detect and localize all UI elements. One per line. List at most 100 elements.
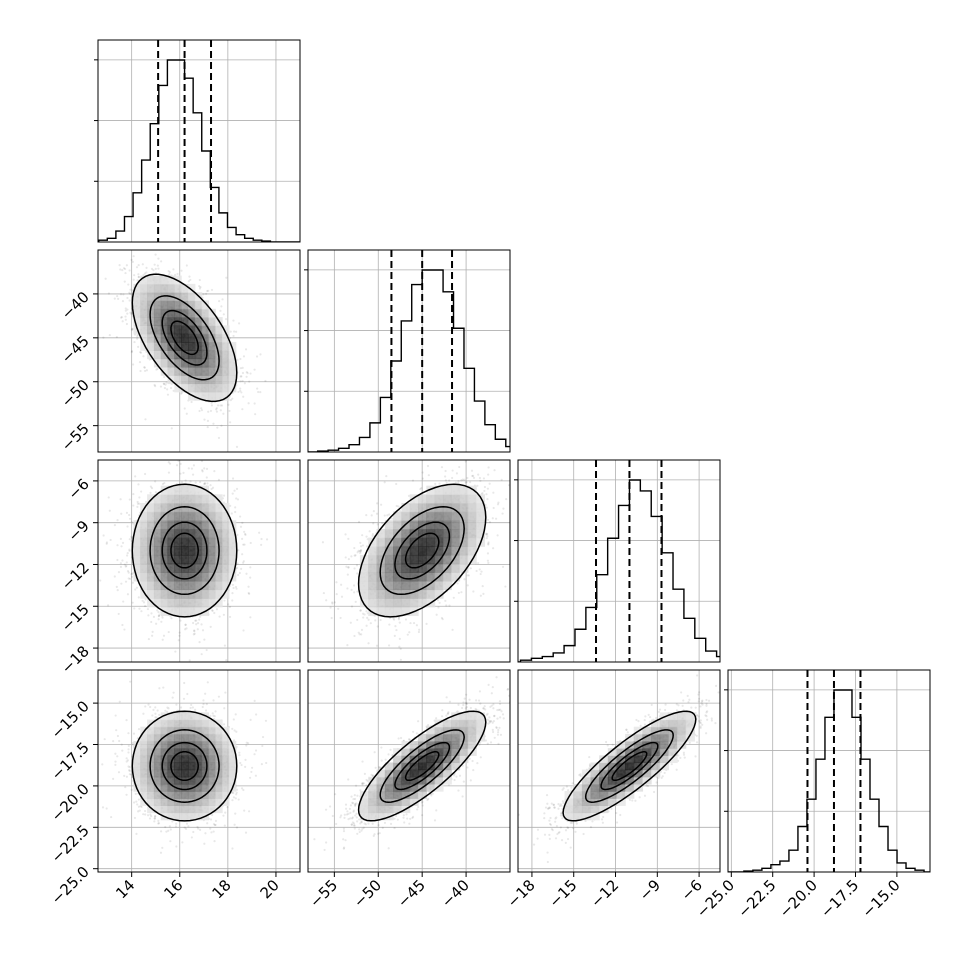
scatter-point — [133, 274, 136, 277]
density-cell — [194, 537, 203, 547]
scatter-point — [127, 571, 130, 574]
density-cell — [187, 511, 196, 521]
scatter-point — [265, 538, 269, 541]
density-cell — [160, 333, 169, 343]
scatter-point — [132, 504, 135, 507]
scatter-point — [151, 630, 154, 634]
density-cell — [187, 580, 196, 591]
density-cell — [187, 292, 196, 302]
scatter-point — [216, 404, 220, 407]
density-cell — [167, 580, 175, 591]
density-cell — [153, 325, 162, 335]
scatter-point — [150, 267, 154, 270]
scatter-point — [138, 361, 142, 364]
density-cell — [222, 511, 230, 521]
density-cell — [167, 494, 175, 504]
scatter-point — [134, 475, 137, 478]
scatter-panel-2-1 — [308, 460, 510, 662]
scatter-point — [156, 367, 159, 370]
scatter-point — [127, 283, 130, 286]
density-cell — [167, 563, 175, 573]
scatter-point — [237, 322, 241, 325]
density-cell — [187, 606, 196, 617]
scatter-point — [245, 371, 248, 374]
scatter-point — [360, 628, 364, 631]
density-cell — [215, 383, 223, 393]
density-cell — [215, 391, 223, 401]
scatter-point — [154, 491, 157, 494]
scatter-point — [162, 634, 166, 637]
scatter-point — [206, 289, 209, 293]
scatter-point — [241, 521, 244, 524]
scatter-point — [185, 264, 188, 267]
density-cell — [208, 391, 216, 401]
histogram-step-line — [308, 269, 510, 452]
density-cell — [208, 511, 216, 521]
scatter-point — [127, 577, 130, 580]
density-cell — [194, 598, 203, 608]
scatter-point — [131, 260, 134, 263]
scatter-point — [179, 472, 182, 475]
scatter-point — [203, 418, 206, 421]
scatter-point — [157, 257, 160, 260]
scatter-point — [193, 630, 196, 633]
density-cell — [160, 300, 169, 310]
density-cell — [215, 598, 223, 608]
density-cell — [215, 502, 223, 513]
density-cell — [181, 572, 189, 582]
histogram-step-line — [518, 479, 720, 662]
density-cell — [228, 366, 237, 376]
density-cell — [133, 546, 141, 556]
scatter-point — [153, 383, 156, 387]
scatter-point — [167, 269, 170, 273]
density-cell — [147, 275, 155, 285]
scatter-point — [117, 612, 120, 616]
scatter-point — [163, 382, 166, 385]
scatter-point — [330, 616, 333, 620]
scatter-point — [137, 276, 140, 279]
density-cell — [167, 528, 175, 539]
density-cell — [167, 537, 175, 547]
scatter-point — [228, 615, 232, 619]
histogram-panel-1 — [304, 249, 511, 453]
density-cell — [133, 554, 141, 565]
scatter-point — [125, 564, 128, 567]
scatter-point — [246, 372, 249, 375]
scatter-point — [126, 525, 129, 528]
density-cell — [222, 383, 230, 393]
scatter-point — [479, 572, 482, 576]
scatter-point — [165, 381, 168, 384]
density-cell — [140, 589, 148, 599]
scatter-point — [163, 481, 166, 485]
density-cell — [215, 572, 223, 582]
density-cell — [194, 511, 203, 521]
density-cell — [201, 391, 210, 401]
scatter-point — [219, 309, 222, 312]
density-cell — [187, 341, 196, 351]
scatter-point — [153, 263, 156, 266]
density-cell — [133, 537, 141, 547]
density-cell — [167, 520, 175, 530]
scatter-point — [138, 607, 141, 610]
scatter-point — [137, 596, 140, 599]
scatter-point — [149, 485, 153, 488]
scatter-point — [135, 586, 139, 589]
scatter-point — [244, 532, 247, 536]
scatter-point — [193, 454, 195, 456]
scatter-point — [157, 610, 160, 614]
density-cell — [174, 383, 182, 393]
scatter-point — [145, 266, 148, 269]
scatter-point — [180, 392, 183, 395]
density-cell — [174, 537, 182, 547]
scatter-point — [244, 533, 247, 536]
scatter-point — [132, 492, 135, 496]
scatter-point — [201, 469, 204, 472]
density-cell — [153, 580, 162, 591]
scatter-point — [254, 413, 257, 416]
scatter-point — [143, 369, 147, 373]
density-cell — [160, 572, 169, 582]
density-cell — [194, 300, 203, 310]
scatter-point — [193, 629, 196, 632]
scatter-point — [236, 573, 240, 577]
density-cell — [194, 520, 203, 530]
